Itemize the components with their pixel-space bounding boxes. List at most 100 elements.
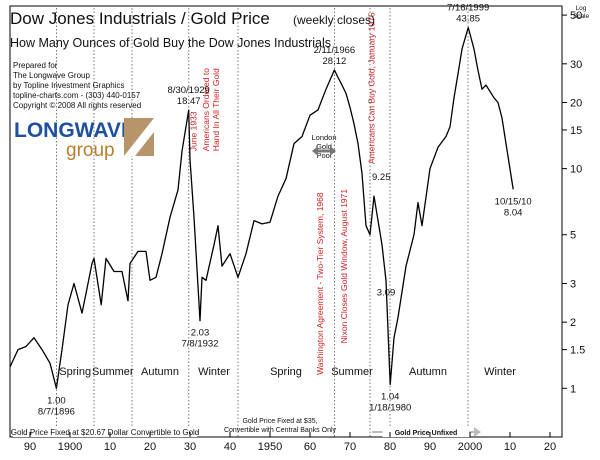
- event-note: Washington Agreement - Two-Tier System, …: [315, 192, 325, 375]
- y-axis-title: Log: [576, 5, 587, 12]
- pool-note-line: London: [311, 133, 336, 142]
- annotation-label: 7/16/1999: [447, 3, 489, 14]
- y-tick-label: 1.5: [570, 345, 585, 357]
- annotation-label: 1.00: [47, 395, 66, 406]
- x-tick-label: 90: [424, 441, 436, 453]
- credit-line: by Topline Investment Graphics: [13, 81, 124, 90]
- y-tick-label: 15: [570, 125, 582, 137]
- annotation: 2.037/8/1932: [182, 328, 219, 350]
- event-note-line: June 1933: [188, 111, 198, 151]
- event-note-line: Nixon Closes Gold Window, August 1971: [339, 189, 349, 344]
- pool-arrow-head-right: [330, 145, 336, 156]
- season-label: Autumn: [409, 366, 447, 378]
- y-tick-label: 3: [570, 278, 576, 290]
- annotation-label: 10/15/10: [495, 196, 532, 207]
- season-label: Autumn: [141, 366, 179, 378]
- x-tick-label: 1900: [58, 441, 82, 453]
- x-tick-label: 10: [504, 441, 516, 453]
- x-tick-label: 20: [544, 441, 556, 453]
- event-note: Americans Ordered toHand In All Their Go…: [201, 68, 221, 151]
- y-tick-label: 1: [570, 383, 576, 395]
- pool-arrow-head-left: [312, 145, 318, 156]
- regime-band: Gold Price Fixed at $20.67 Dollar Conver…: [11, 426, 200, 437]
- y-tick-label: 30: [570, 59, 582, 71]
- logo-word-group: group: [66, 140, 115, 161]
- annotation-label: 8/7/1896: [38, 406, 75, 417]
- annotation: 1.008/7/1896: [38, 395, 75, 417]
- annotation-label: 43.85: [456, 14, 480, 25]
- season-label: Winter: [484, 366, 516, 378]
- season-label: Summer: [331, 366, 373, 378]
- credit-line: topline-charts.com - (303) 440-0157: [13, 91, 141, 100]
- regime-band: Gold Price Fixed at $35, Convertible with…: [224, 418, 337, 434]
- annotation-label: 2/11/1966: [314, 45, 356, 56]
- x-tick-label: 30: [184, 441, 196, 453]
- x-tick-label: 70: [344, 441, 356, 453]
- event-note-line: Americans Can Buy Gold, January 1975: [366, 12, 376, 164]
- credit-line: The Longwave Group: [13, 71, 90, 80]
- x-tick-label: 80: [384, 441, 396, 453]
- annotation-label: 2.03: [191, 328, 210, 339]
- annotation-label: 9.25: [372, 172, 391, 183]
- annotation-label: 18.47: [177, 96, 201, 107]
- regime-label-bg: [13, 426, 197, 437]
- season-label: Spring: [270, 366, 302, 378]
- regime-label: Gold Price Fixed at $20.67 Dollar Conver…: [11, 428, 200, 437]
- annotation-label: 8/30/1929: [168, 85, 210, 96]
- y-tick-label: 50: [570, 10, 582, 22]
- annotation-label: 7/8/1932: [182, 339, 219, 350]
- y-tick-label: 2: [570, 317, 576, 329]
- regime-label-bg: [382, 426, 470, 437]
- annotation-label: 3.09: [377, 288, 396, 299]
- regime-arrow-head: [474, 427, 481, 437]
- annotation-label: 28.12: [323, 56, 347, 67]
- logo-word-longwave: LONGWAVE: [14, 119, 135, 142]
- event-note: June 1933: [188, 111, 198, 151]
- x-tick-label: 2000: [458, 441, 482, 453]
- y-axis-title: Scale: [573, 13, 590, 20]
- annotation: 3.09: [377, 288, 396, 299]
- pool-note-line: Gold: [316, 142, 332, 151]
- event-note: Nixon Closes Gold Window, August 1971: [339, 189, 349, 344]
- annotation: 1.041/18/1980: [369, 392, 411, 414]
- plot-frame: [9, 5, 563, 438]
- event-note-line: Washington Agreement - Two-Tier System, …: [315, 192, 325, 375]
- credit-line: Prepared for: [13, 61, 58, 70]
- season-label: Spring: [59, 366, 91, 378]
- x-tick-label: 40: [224, 441, 236, 453]
- x-tick-label: 1950: [258, 441, 282, 453]
- event-note-line: Hand In All Their Gold: [211, 68, 221, 151]
- y-tick-label: 20: [570, 97, 582, 109]
- event-note-line: Americans Ordered to: [201, 68, 211, 151]
- season-label: Winter: [198, 366, 230, 378]
- pool-note-line: Pool: [316, 151, 331, 160]
- annotation-label: 1.04: [381, 392, 400, 403]
- y-tick-label: 10: [570, 164, 582, 176]
- x-tick-label: 10: [104, 441, 116, 453]
- longwave-logo: LONGWAVE group: [14, 118, 154, 161]
- season-label: Summer: [92, 366, 134, 378]
- annotation: 9.25: [372, 172, 391, 183]
- x-tick-label: 20: [144, 441, 156, 453]
- chart-subtitle: How Many Ounces of Gold Buy the Dow Jone…: [10, 36, 331, 50]
- logo-emblem-slash: [124, 118, 154, 156]
- y-tick-label: 5: [570, 230, 576, 242]
- series-line: [9, 26, 514, 389]
- x-tick-label: 60: [304, 441, 316, 453]
- regime-label: Convertible with Central Banks Only: [224, 427, 337, 434]
- chart-title-suffix: (weekly closes): [293, 13, 375, 27]
- chart-title: Dow Jones Industrials / Gold Price: [10, 9, 270, 28]
- regime-label: Gold Price Unfixed: [395, 430, 458, 437]
- x-tick-label: 90: [24, 441, 36, 453]
- annotation-label: 8.04: [504, 207, 523, 218]
- event-note: Americans Can Buy Gold, January 1975: [366, 12, 376, 164]
- regime-label: Gold Price Fixed at $35,: [242, 418, 317, 425]
- regime-band: Gold Price Unfixed: [372, 426, 481, 437]
